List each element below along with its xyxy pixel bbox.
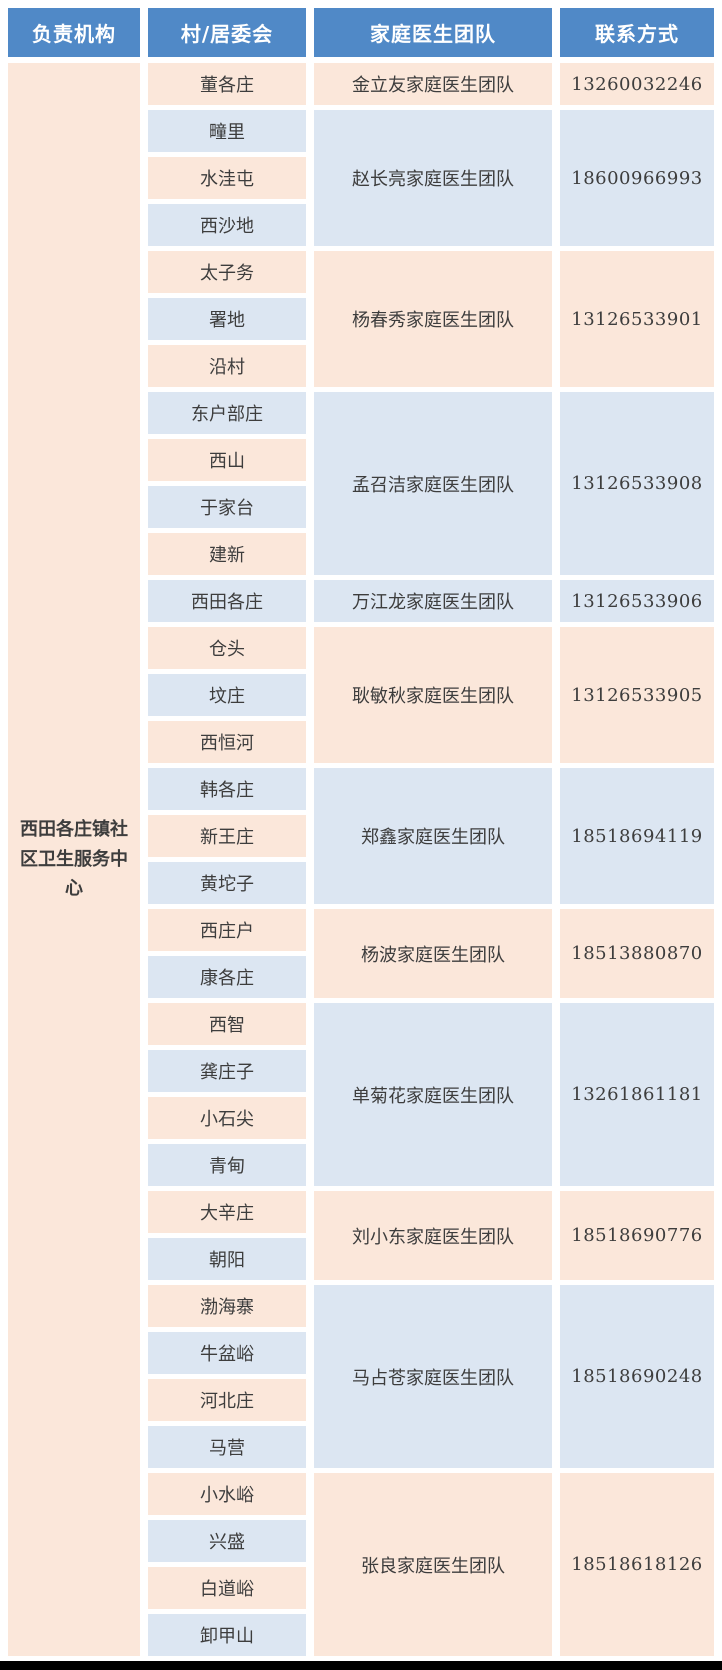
- village-cell: 水洼屯: [148, 157, 306, 199]
- team-cell: 孟召洁家庭医生团队: [314, 392, 552, 575]
- village-cell: 署地: [148, 298, 306, 340]
- team-cell: 张良家庭医生团队: [314, 1473, 552, 1656]
- village-cell: 于家台: [148, 486, 306, 528]
- phone-cell: 18518690248: [560, 1285, 714, 1468]
- village-cell: 西山: [148, 439, 306, 481]
- village-cell: 大辛庄: [148, 1191, 306, 1233]
- village-cell: 河北庄: [148, 1379, 306, 1421]
- phone-cell: 13260032246: [560, 63, 714, 105]
- village-cell: 西沙地: [148, 204, 306, 246]
- village-cell: 黄坨子: [148, 862, 306, 904]
- village-cell: 仓头: [148, 627, 306, 669]
- village-cell: 董各庄: [148, 63, 306, 105]
- institution-cell: 西田各庄镇社区卫生服务中心: [8, 63, 140, 1656]
- table-header-row: 负责机构 村/居委会 家庭医生团队 联系方式: [8, 8, 714, 57]
- phone-cell: 13126533905: [560, 627, 714, 763]
- village-cell: 坟庄: [148, 674, 306, 716]
- village-cell: 牛盆峪: [148, 1332, 306, 1374]
- phone-cell: 18600966993: [560, 110, 714, 246]
- phone-cell: 18518690776: [560, 1191, 714, 1280]
- table-body: 西田各庄镇社区卫生服务中心 董各庄 金立友家庭医生团队 13260032246 疃里水…: [8, 63, 714, 1656]
- village-cell: 渤海寨: [148, 1285, 306, 1327]
- phone-cell: 13126533901: [560, 251, 714, 387]
- phone-cell: 18518618126: [560, 1473, 714, 1656]
- team-cell: 刘小东家庭医生团队: [314, 1191, 552, 1280]
- village-cell: 兴盛: [148, 1520, 306, 1562]
- village-cell: 新王庄: [148, 815, 306, 857]
- village-cell: 青甸: [148, 1144, 306, 1186]
- village-cell: 龚庄子: [148, 1050, 306, 1092]
- phone-cell: 13126533906: [560, 580, 714, 622]
- team-cell: 金立友家庭医生团队: [314, 63, 552, 105]
- village-cell: 疃里: [148, 110, 306, 152]
- village-cell: 卸甲山: [148, 1614, 306, 1656]
- header-col-village: 村/居委会: [148, 8, 306, 57]
- phone-cell: 18513880870: [560, 909, 714, 998]
- team-cell: 单菊花家庭医生团队: [314, 1003, 552, 1186]
- village-cell: 朝阳: [148, 1238, 306, 1280]
- team-cell: 杨波家庭医生团队: [314, 909, 552, 998]
- bottom-black-bar: [0, 1661, 722, 1670]
- phone-cell: 13261861181: [560, 1003, 714, 1186]
- team-cell: 万江龙家庭医生团队: [314, 580, 552, 622]
- village-cell: 东户部庄: [148, 392, 306, 434]
- village-cell: 白道峪: [148, 1567, 306, 1609]
- team-cell: 耿敏秋家庭医生团队: [314, 627, 552, 763]
- village-cell: 小水峪: [148, 1473, 306, 1515]
- header-col-institution: 负责机构: [8, 8, 140, 57]
- village-cell: 太子务: [148, 251, 306, 293]
- team-cell: 赵长亮家庭医生团队: [314, 110, 552, 246]
- village-cell: 沿村: [148, 345, 306, 387]
- team-cell: 马占苍家庭医生团队: [314, 1285, 552, 1468]
- village-cell: 韩各庄: [148, 768, 306, 810]
- phone-cell: 18518694119: [560, 768, 714, 904]
- village-cell: 西恒河: [148, 721, 306, 763]
- village-cell: 建新: [148, 533, 306, 575]
- team-cell: 杨春秀家庭医生团队: [314, 251, 552, 387]
- village-cell: 康各庄: [148, 956, 306, 998]
- phone-cell: 13126533908: [560, 392, 714, 575]
- village-cell: 小石尖: [148, 1097, 306, 1139]
- header-col-contact: 联系方式: [560, 8, 714, 57]
- village-cell: 马营: [148, 1426, 306, 1468]
- village-cell: 西智: [148, 1003, 306, 1045]
- team-cell: 郑鑫家庭医生团队: [314, 768, 552, 904]
- village-cell: 西庄户: [148, 909, 306, 951]
- header-col-team: 家庭医生团队: [314, 8, 552, 57]
- village-cell: 西田各庄: [148, 580, 306, 622]
